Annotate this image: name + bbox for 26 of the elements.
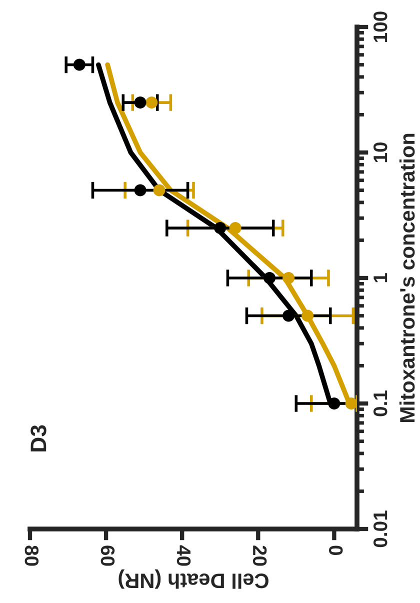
point [134,184,146,196]
x-tick-label: 20 [252,546,267,566]
point [345,397,357,410]
point [328,397,340,410]
y-tick-label: 100 [373,12,388,42]
point [73,58,86,71]
point [153,184,166,196]
x-tick-label: 0 [328,546,343,555]
x-tick-label: 60 [100,546,115,566]
x-axis-title: Cell Death (NR) [118,569,268,589]
point [134,96,146,109]
point [264,272,276,284]
y-tick-label: 0.01 [373,510,388,548]
y-axis-title: Mitoxantrone's concentration [399,134,415,422]
point [282,272,295,284]
point [302,310,314,322]
point [214,222,226,234]
x-tick-label: 40 [176,545,191,566]
y-tick-label: 1 [374,273,388,282]
y-tick-label: 10 [373,142,388,162]
point [282,310,295,322]
point [146,96,158,109]
text: D3 [30,425,46,452]
x-tick-label: 80 [24,546,39,566]
point [229,222,242,234]
y-tick-label: 0.1 [373,390,388,416]
